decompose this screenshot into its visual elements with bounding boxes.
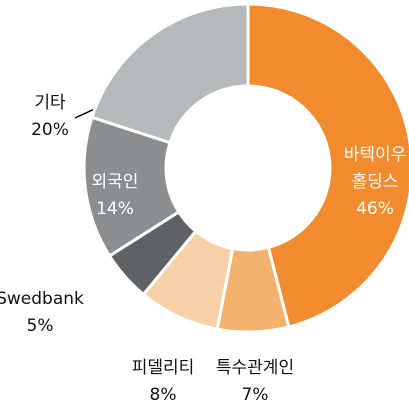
slice-label: 외국인 — [92, 172, 139, 192]
donut-slice — [90, 2, 250, 145]
value-label: 20% — [31, 120, 69, 140]
label-line: 바텍이우 — [344, 145, 407, 165]
slice-label: 특수관계인 — [216, 358, 294, 378]
value-label: 5% — [27, 316, 54, 336]
label-line: 외국인 — [92, 172, 139, 192]
donut-slice — [246, 2, 409, 329]
label-line: 기타 — [34, 93, 66, 113]
label-line: 홀딩스 — [352, 172, 399, 192]
label-line: Swedbank — [0, 289, 84, 309]
value-label: 14% — [96, 199, 134, 219]
slice-label: 피델리티 — [132, 358, 195, 378]
value-label: 7% — [242, 385, 269, 405]
value-label: 46% — [356, 199, 394, 219]
label-line: 피델리티 — [132, 358, 195, 378]
label-line: 특수관계인 — [216, 358, 294, 378]
slice-label: 기타 — [34, 93, 66, 113]
slice-label: Swedbank — [0, 289, 84, 309]
value-label: 8% — [150, 385, 177, 405]
